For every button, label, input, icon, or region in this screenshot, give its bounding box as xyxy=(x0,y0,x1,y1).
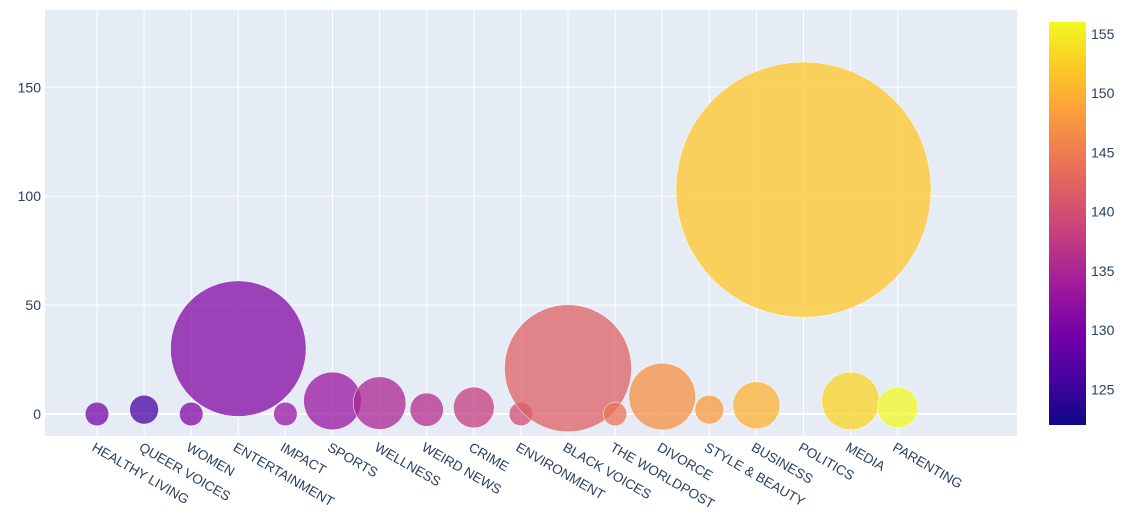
colorbar-tick-label: 135 xyxy=(1091,263,1115,279)
bubble-black-voices xyxy=(504,304,632,433)
x-tick-label: PARENTING xyxy=(890,440,965,492)
bubble-divorce xyxy=(628,362,696,431)
bubble-crime xyxy=(453,386,495,429)
x-tick-label: WEIRD NEWS xyxy=(419,440,504,498)
bubble-business xyxy=(732,381,781,430)
colorbar xyxy=(1049,22,1086,425)
bubble-entertainment xyxy=(170,280,307,417)
bubbles xyxy=(84,61,932,433)
y-tick-label: 150 xyxy=(18,79,42,95)
bubble-politics xyxy=(675,61,932,318)
colorbar-tick-label: 140 xyxy=(1091,204,1115,220)
bubble-wellness xyxy=(352,376,407,430)
bubble-weird-news xyxy=(409,392,444,427)
bubble-women xyxy=(179,401,204,427)
x-tick-label: SPORTS xyxy=(325,440,380,481)
bubble-the-worldpost xyxy=(603,401,628,427)
bubble-healthy-living xyxy=(84,401,110,427)
bubble-queer-voices xyxy=(129,394,159,425)
bubble-parenting xyxy=(877,386,919,429)
bubble-sports xyxy=(303,371,362,431)
y-tick-label: 50 xyxy=(25,297,41,313)
bubble-media xyxy=(821,371,880,431)
colorbar-tick-label: 130 xyxy=(1091,322,1115,338)
colorbar-tick-label: 145 xyxy=(1091,144,1115,160)
y-tick-label: 100 xyxy=(18,188,42,204)
colorbar-tick-label: 155 xyxy=(1091,26,1115,42)
colorbar-tick-label: 125 xyxy=(1091,381,1115,397)
colorbar-ticks: 125 130 135 140 145 150 155 xyxy=(1091,26,1115,398)
colorbar-tick-label: 150 xyxy=(1091,85,1115,101)
y-axis-ticks: 0 50 100 150 xyxy=(18,79,42,422)
bubble-impact xyxy=(273,401,298,427)
y-tick-label: 0 xyxy=(33,406,41,422)
bubble-style-beauty xyxy=(694,394,724,425)
